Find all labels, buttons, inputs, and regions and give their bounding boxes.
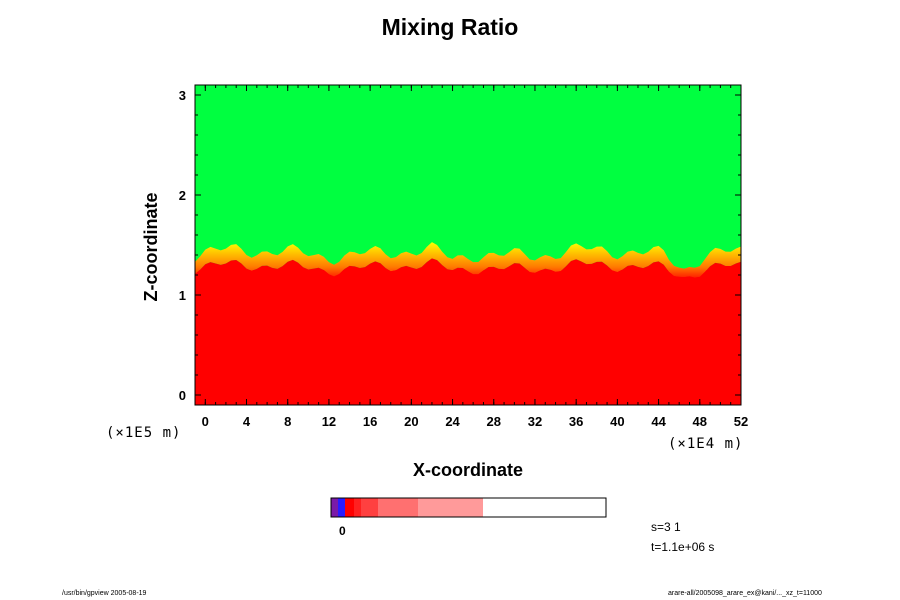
x-axis-unit: (×1E4 m) xyxy=(668,436,744,452)
interface-lower-edge xyxy=(195,258,741,305)
interface-layer xyxy=(195,242,741,278)
colorbar-segment xyxy=(361,498,378,517)
colorbar-segment xyxy=(354,498,361,517)
x-tick-label: 52 xyxy=(734,414,748,429)
plot-frame xyxy=(194,84,742,406)
x-axis-label: X-coordinate xyxy=(412,460,523,480)
y-tick-label: 3 xyxy=(179,88,186,103)
x-tick-label: 32 xyxy=(528,414,542,429)
stats-s: s=3 1 xyxy=(651,520,681,534)
footer-left: /usr/bin/gpview 2005-08-19 xyxy=(62,590,147,597)
y-tick-label: 2 xyxy=(179,188,186,203)
x-tick-label: 44 xyxy=(651,414,666,429)
x-tick-label: 36 xyxy=(569,414,583,429)
y-axis: 0 1 2 3 xyxy=(179,88,741,403)
stats-t: t=1.1e+06 s xyxy=(651,540,715,554)
colorbar-segment xyxy=(338,498,345,517)
colorbar-segment xyxy=(331,498,338,517)
x-tick-label: 28 xyxy=(487,414,501,429)
colorbar-frame xyxy=(330,497,607,518)
x-tick-label: 24 xyxy=(445,414,460,429)
colorbar-segment xyxy=(418,498,483,517)
colorbar-segment xyxy=(378,498,418,517)
x-tick-label: 20 xyxy=(404,414,418,429)
chart-title: Mixing Ratio xyxy=(381,14,519,40)
colorbar xyxy=(330,497,607,518)
x-tick-label: 48 xyxy=(693,414,707,429)
x-tick-label: 0 xyxy=(202,414,209,429)
colorbar-segment xyxy=(345,498,354,517)
x-tick-label: 40 xyxy=(610,414,624,429)
x-tick-label: 4 xyxy=(243,414,251,429)
colorbar-tick-label: 0 xyxy=(339,524,346,538)
footer-right: arare-all/2005098_arare_ex@kani/..._xz_t… xyxy=(668,590,822,597)
y-axis-unit: (×1E5 m) xyxy=(106,425,182,441)
x-tick-label: 16 xyxy=(363,414,377,429)
y-tick-label: 1 xyxy=(179,288,186,303)
y-axis-label: Z-coordinate xyxy=(141,192,161,302)
x-axis: 0 4 8 12 16 20 24 28 32 36 40 44 48 52 xyxy=(194,85,748,429)
x-tick-label: 8 xyxy=(284,414,291,429)
x-tick-label: 12 xyxy=(322,414,336,429)
y-tick-label: 0 xyxy=(179,388,186,403)
